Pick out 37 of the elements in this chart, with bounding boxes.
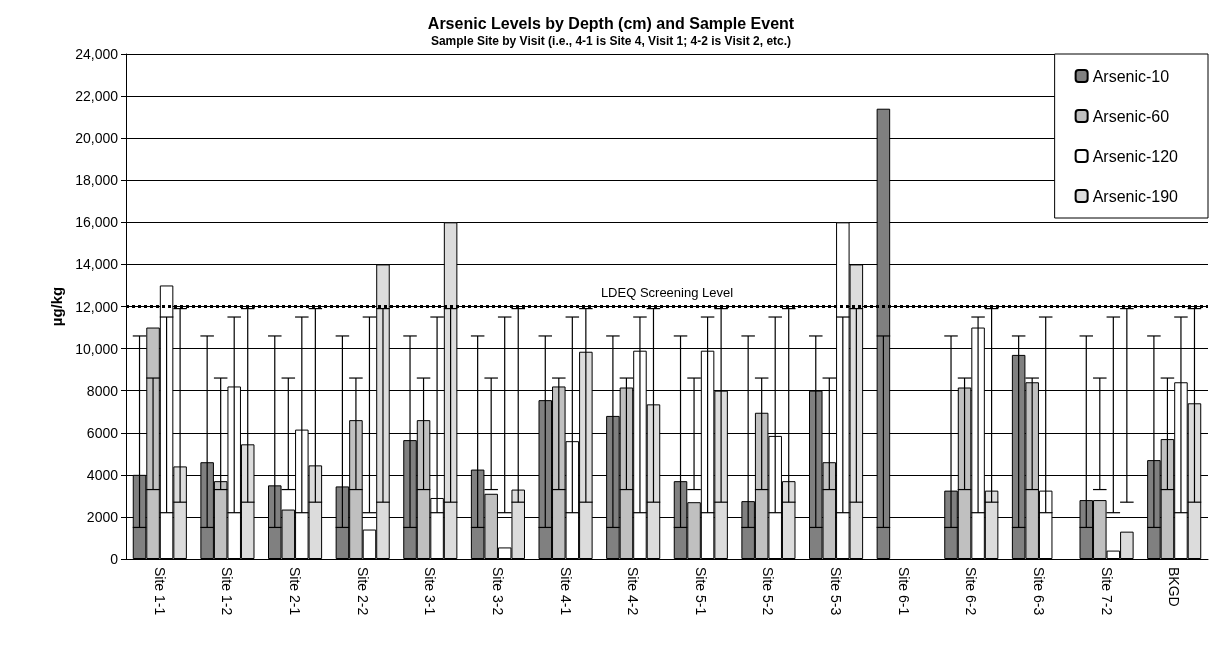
y-tick-label: 2000	[86, 508, 119, 525]
y-tick-label: 16,000	[75, 214, 119, 231]
x-tick-label: Site 3-2	[489, 567, 506, 616]
y-tick-label: 6000	[86, 424, 119, 441]
x-tick-label: Site 1-2	[219, 567, 236, 616]
legend-label: Arsenic-190	[1092, 187, 1179, 205]
y-tick-label: 8000	[86, 382, 119, 399]
x-tick-label: Site 2-1	[287, 567, 304, 616]
y-tick-label: 4000	[86, 466, 119, 483]
y-tick-label: 0	[110, 551, 119, 567]
x-tick-label: Site 4-1	[557, 567, 574, 616]
x-tick-label: BKGD	[1166, 567, 1183, 607]
y-tick-label: 10,000	[75, 340, 119, 357]
x-tick-label: Site 7-2	[1098, 567, 1115, 616]
y-tick-label: 12,000	[75, 298, 119, 315]
ref-line-label: LDEQ Screening Level	[600, 284, 734, 300]
x-tick-label: Site 5-1	[692, 567, 709, 616]
x-tick-label: Site 6-1	[895, 567, 912, 616]
chart-title: Arsenic Levels by Depth (cm) and Sample Event	[427, 14, 795, 32]
x-tick-label: Site 4-2	[625, 567, 642, 616]
x-tick-label: Site 5-2	[760, 567, 777, 616]
legend-label: Arsenic-120	[1092, 147, 1179, 165]
y-tick-label: 14,000	[75, 256, 119, 273]
x-tick-label: Site 6-2	[963, 567, 980, 616]
x-tick-label: Site 1-1	[151, 567, 168, 616]
x-tick-label: Site 2-2	[354, 567, 371, 616]
y-tick-label: 18,000	[75, 172, 119, 189]
y-axis-title: µg/kg	[48, 286, 65, 327]
chart-subtitle: Sample Site by Visit (i.e., 4-1 is Site 4, Visit 1; 4-2 is Visit 2, etc.)	[430, 34, 792, 48]
x-tick-label: Site 3-1	[422, 567, 439, 616]
y-tick-label: 20,000	[75, 130, 119, 147]
x-tick-label: Site 5-3	[828, 567, 845, 616]
legend-label: Arsenic-10	[1092, 67, 1170, 85]
y-tick-label: 24,000	[75, 46, 119, 62]
x-tick-label: Site 6-3	[1030, 567, 1047, 616]
legend-label: Arsenic-60	[1092, 107, 1170, 125]
y-tick-label: 22,000	[75, 88, 119, 105]
